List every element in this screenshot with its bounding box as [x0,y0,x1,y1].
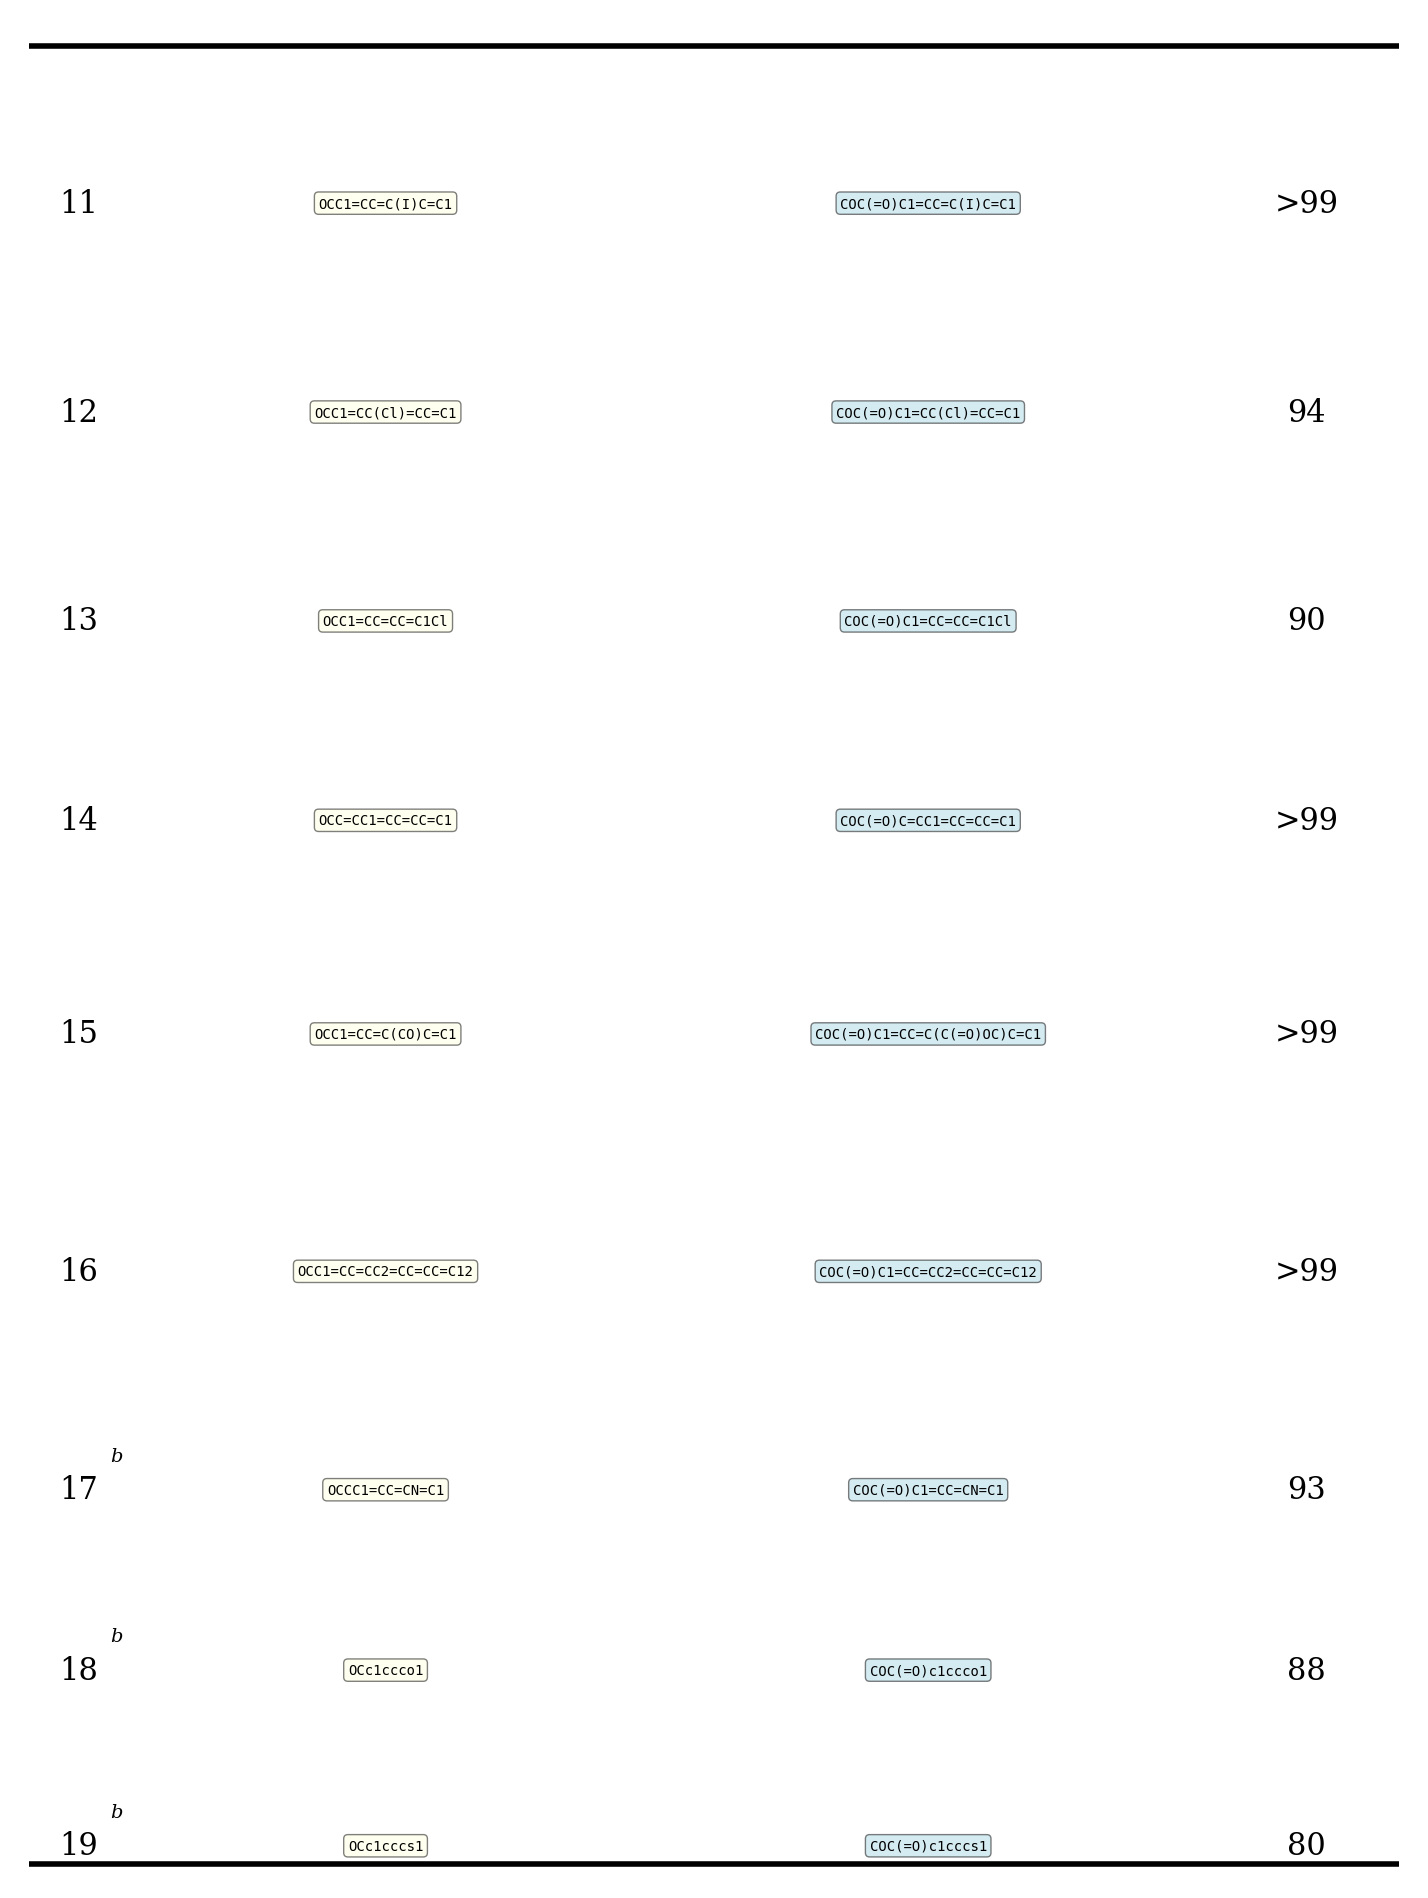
Text: b: b [110,1627,123,1646]
Text: 17: 17 [59,1475,99,1505]
Text: b: b [110,1803,123,1820]
Text: COC(=O)C1=CC=C(I)C=C1: COC(=O)C1=CC=C(I)C=C1 [840,197,1017,211]
Text: OCc1cccs1: OCc1cccs1 [348,1839,423,1852]
Text: >99: >99 [1275,1256,1338,1287]
Text: 16: 16 [59,1256,99,1287]
Text: COC(=O)C1=CC=C(C(=O)OC)C=C1: COC(=O)C1=CC=C(C(=O)OC)C=C1 [815,1027,1041,1042]
Text: >99: >99 [1275,188,1338,220]
Text: >99: >99 [1275,805,1338,837]
Text: COC(=O)C1=CC=CN=C1: COC(=O)C1=CC=CN=C1 [853,1482,1004,1498]
Text: OCC1=CC=C(CO)C=C1: OCC1=CC=C(CO)C=C1 [314,1027,457,1042]
Text: COC(=O)C=CC1=CC=CC=C1: COC(=O)C=CC1=CC=CC=C1 [840,814,1017,828]
Text: 90: 90 [1287,605,1327,638]
Text: OCC=CC1=CC=CC=C1: OCC=CC1=CC=CC=C1 [318,814,453,828]
Text: 18: 18 [59,1655,99,1685]
Text: b: b [110,1446,123,1465]
Text: 19: 19 [59,1830,99,1862]
Text: 80: 80 [1287,1830,1327,1862]
Text: COC(=O)c1cccs1: COC(=O)c1cccs1 [870,1839,987,1852]
Text: OCC1=CC=C(I)C=C1: OCC1=CC=C(I)C=C1 [318,197,453,211]
Text: 88: 88 [1287,1655,1327,1685]
Text: 12: 12 [59,397,99,429]
Text: COC(=O)C1=CC=CC=C1Cl: COC(=O)C1=CC=CC=C1Cl [844,615,1012,628]
Text: >99: >99 [1275,1019,1338,1050]
Text: OCC1=CC=CC2=CC=CC=C12: OCC1=CC=CC2=CC=CC=C12 [297,1264,474,1279]
Text: OCc1ccco1: OCc1ccco1 [348,1663,423,1678]
Text: OCCC1=CC=CN=C1: OCCC1=CC=CN=C1 [327,1482,444,1498]
Text: OCC1=CC(Cl)=CC=C1: OCC1=CC(Cl)=CC=C1 [314,406,457,419]
Text: 93: 93 [1287,1475,1327,1505]
Text: 94: 94 [1288,397,1325,429]
Text: 14: 14 [59,805,99,837]
Text: 13: 13 [59,605,99,638]
Text: 11: 11 [59,188,99,220]
Text: COC(=O)C1=CC=CC2=CC=CC=C12: COC(=O)C1=CC=CC2=CC=CC=C12 [820,1264,1037,1279]
Text: COC(=O)c1ccco1: COC(=O)c1ccco1 [870,1663,987,1678]
Text: COC(=O)C1=CC(Cl)=CC=C1: COC(=O)C1=CC(Cl)=CC=C1 [835,406,1021,419]
Text: OCC1=CC=CC=C1Cl: OCC1=CC=CC=C1Cl [323,615,448,628]
Text: 15: 15 [59,1019,99,1050]
